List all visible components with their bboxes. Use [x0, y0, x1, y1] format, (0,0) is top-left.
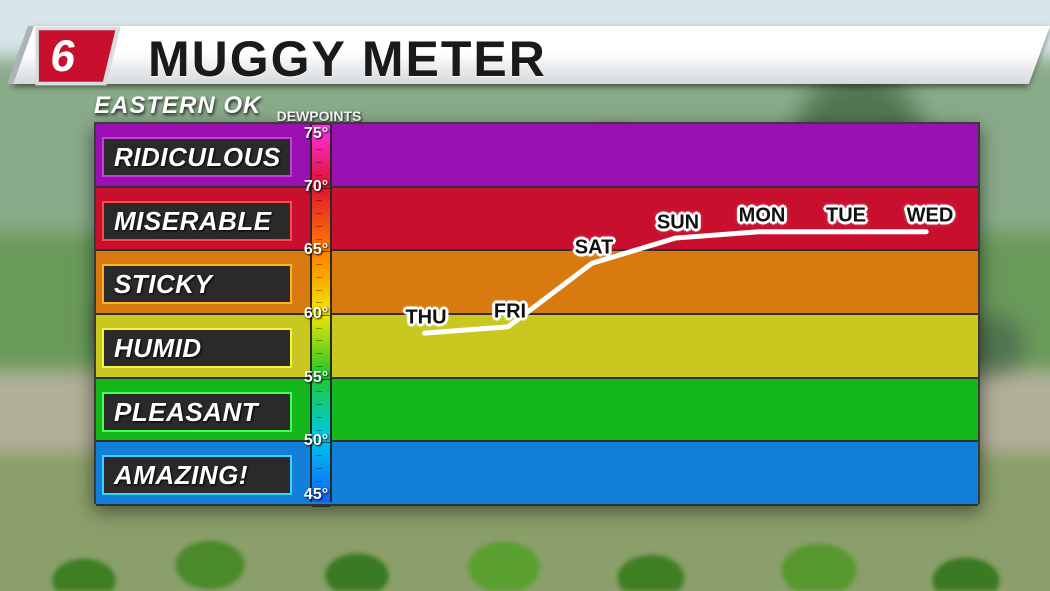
dewpoint-tick-label: 55°	[304, 369, 328, 387]
dewpoint-tick-label: 75°	[304, 125, 328, 143]
forecast-day-label: SUN	[657, 211, 699, 234]
dewpoint-tick-label: 60°	[304, 305, 328, 323]
forecast-day-label: SAT	[575, 236, 614, 259]
forecast-day-label: TUE	[826, 205, 866, 228]
forecast-day-label: THU	[405, 306, 446, 329]
forecast-day-label: FRI	[494, 300, 526, 323]
dewpoint-tick-label: 70°	[304, 178, 328, 196]
header-bar: 6 MUGGY METER	[0, 18, 1050, 90]
muggy-meter-chart: RIDICULOUSMISERABLESTICKYHUMIDPLEASANTAM…	[94, 122, 980, 504]
dewpoint-tick-label: 65°	[304, 241, 328, 259]
page-title: MUGGY METER	[148, 30, 547, 88]
station-logo: 6	[32, 16, 124, 96]
forecast-line	[96, 124, 978, 504]
forecast-day-label: WED	[907, 205, 954, 228]
dewpoint-tick-label: 45°	[304, 486, 328, 504]
dewpoint-tick-label: 50°	[304, 432, 328, 450]
forecast-day-label: MON	[739, 205, 786, 228]
region-label: EASTERN OK	[94, 92, 261, 120]
